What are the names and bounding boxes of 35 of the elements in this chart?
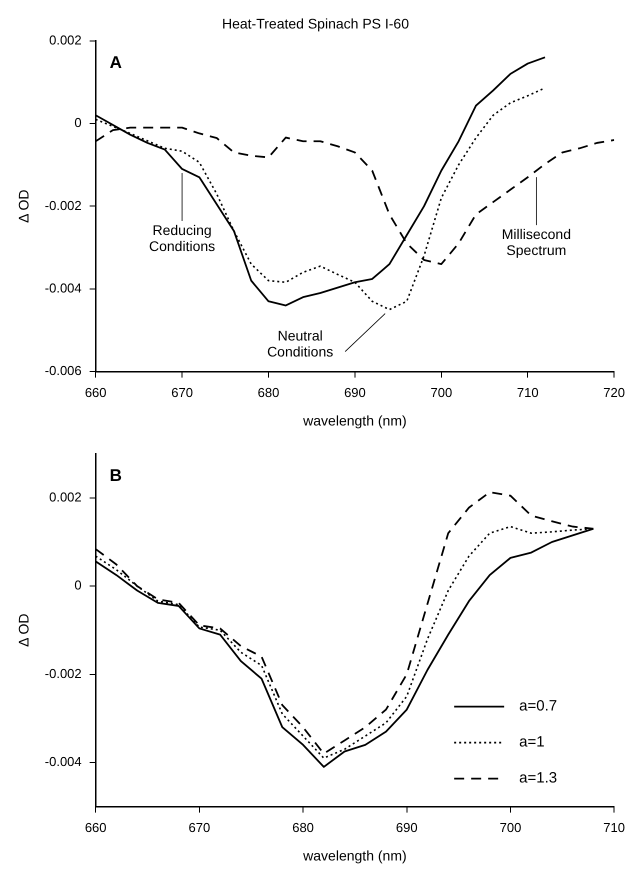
x-tick-label: 670 <box>188 820 210 835</box>
y-tick-label: -0.004 <box>44 280 82 296</box>
annotation: Neutral Conditions <box>267 327 334 360</box>
x-tick-label: 670 <box>171 384 193 400</box>
legend-label: a=0.7 <box>519 698 558 715</box>
annotation: Millisecond Spectrum <box>502 226 572 258</box>
y-tick-label: -0.002 <box>44 666 82 681</box>
x-tick-label: 720 <box>603 384 626 400</box>
annotation: Reducing Conditions <box>149 222 216 254</box>
y-tick-label: -0.004 <box>44 754 82 770</box>
x-tick-label: 710 <box>516 384 539 400</box>
legend-label: a=1.3 <box>519 770 558 787</box>
annotation: A <box>110 52 122 72</box>
y-tick-label: 0.002 <box>49 32 82 48</box>
x-tick-label: 680 <box>292 820 314 835</box>
x-tick-label: 700 <box>430 384 452 400</box>
y-axis-title: Δ OD <box>15 189 32 223</box>
x-tick-label: 660 <box>84 820 107 835</box>
x-tick-label: 690 <box>396 820 418 835</box>
x-tick-label: 690 <box>344 384 366 400</box>
annotation: B <box>110 466 122 485</box>
y-axis-title: Δ OD <box>15 613 32 647</box>
x-axis-title: wavelength (nm) <box>302 412 407 428</box>
x-tick-label: 710 <box>603 820 626 835</box>
y-tick-label: 0.002 <box>49 489 82 504</box>
x-tick-label: 680 <box>258 384 280 400</box>
y-tick-label: -0.002 <box>44 198 82 213</box>
y-tick-label: 0 <box>74 578 82 593</box>
legend-label: a=1 <box>519 734 545 751</box>
x-tick-label: 660 <box>84 384 107 400</box>
x-axis-title: wavelength (nm) <box>302 847 407 864</box>
y-tick-label: 0 <box>74 115 82 130</box>
y-tick-label: -0.006 <box>44 363 82 378</box>
chart-title: Heat-Treated Spinach PS I-60 <box>222 15 410 32</box>
x-tick-label: 700 <box>500 820 522 835</box>
